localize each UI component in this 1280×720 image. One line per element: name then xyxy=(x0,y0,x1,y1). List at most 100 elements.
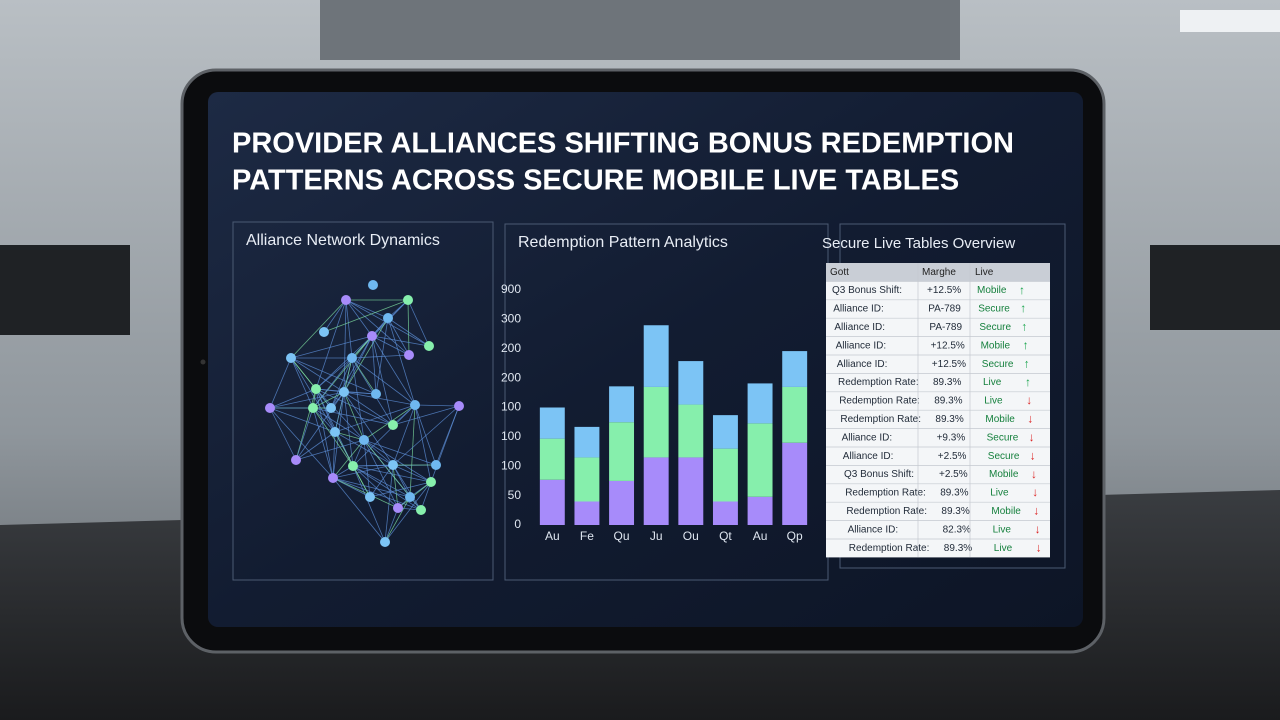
row-status: Mobile xyxy=(985,414,1015,425)
row-trend: ↑ xyxy=(1020,301,1026,315)
bar-segment xyxy=(643,457,669,525)
row-value: 89.3% xyxy=(940,488,968,499)
y-tick-label: 900 xyxy=(501,282,521,296)
ceiling-light xyxy=(1180,10,1280,32)
network-edge xyxy=(351,354,410,359)
bar-segment xyxy=(609,422,635,481)
bar-segment xyxy=(539,479,565,525)
network-edge xyxy=(332,477,399,509)
network-node xyxy=(367,331,377,341)
x-tick-label: Ou xyxy=(683,529,699,543)
row-status: Mobile xyxy=(989,469,1019,480)
row-trend: ↓ xyxy=(1032,485,1038,499)
network-edge xyxy=(363,439,437,466)
network-edge xyxy=(363,439,394,466)
network-edge xyxy=(392,404,416,466)
page-title: PROVIDER ALLIANCES SHIFTING BONUS REDEMP… xyxy=(232,128,1014,160)
network-node xyxy=(388,420,398,430)
row-label: Alliance ID: xyxy=(843,451,894,462)
network-edge xyxy=(351,357,416,406)
row-status: Live xyxy=(994,543,1013,554)
network-edge xyxy=(384,496,411,543)
row-value: +12.5% xyxy=(931,340,965,351)
row-label: Alliance ID: xyxy=(848,524,899,535)
network-node xyxy=(359,435,369,445)
network-edge xyxy=(409,404,416,498)
network-edge xyxy=(269,407,336,433)
table: Gott Marghe Live Q3 Bonus Shift: +12.5% Mobil… xyxy=(826,263,1050,558)
network-edge xyxy=(392,464,399,509)
network-node xyxy=(410,400,420,410)
network-edge xyxy=(369,464,394,498)
network-edge xyxy=(290,299,347,359)
y-tick-label: 100 xyxy=(501,400,521,414)
network-edge xyxy=(345,299,389,319)
network-node xyxy=(341,295,351,305)
network-edge xyxy=(269,388,317,409)
table-header: Live xyxy=(975,267,994,278)
network-node xyxy=(368,280,378,290)
network-edge xyxy=(290,335,373,359)
y-tick-label: 0 xyxy=(514,517,521,531)
y-tick-label: 300 xyxy=(501,312,521,326)
network-edge xyxy=(334,404,416,433)
network-node xyxy=(326,403,336,413)
panel-title: Secure Live Tables Overview xyxy=(822,235,1015,252)
row-label: Redemption Rate: xyxy=(838,377,919,388)
network-edge xyxy=(269,391,345,409)
bar-segment xyxy=(574,426,600,458)
network-node xyxy=(308,403,318,413)
network-edge xyxy=(295,407,314,461)
network-node xyxy=(403,295,413,305)
camera xyxy=(200,359,206,365)
network-node xyxy=(426,477,436,487)
y-tick-label: 100 xyxy=(501,429,521,443)
network-node xyxy=(416,505,426,515)
row-status: Mobile xyxy=(977,285,1007,296)
network-node xyxy=(393,503,403,513)
network-edge xyxy=(371,335,410,356)
bar-segment xyxy=(782,351,808,387)
x-tick-label: Au xyxy=(753,529,768,543)
row-label: Alliance ID: xyxy=(837,359,888,370)
network-edge xyxy=(407,299,410,356)
network-edge xyxy=(392,405,460,466)
row-value: 89.3% xyxy=(934,396,962,407)
network-edge xyxy=(290,357,336,433)
network-node xyxy=(328,473,338,483)
network-edge xyxy=(332,464,394,479)
bar-segment xyxy=(574,501,600,525)
network-edge xyxy=(375,317,389,395)
row-status: Mobile xyxy=(991,506,1021,517)
row-value: 89.3% xyxy=(944,543,972,554)
row-trend: ↓ xyxy=(1033,504,1039,518)
network-edge xyxy=(315,388,365,441)
row-trend: ↓ xyxy=(1027,412,1033,426)
background-window xyxy=(320,0,960,60)
network-edge xyxy=(332,477,386,543)
table-header: Gott xyxy=(830,267,849,278)
row-label: Redemption Rate: xyxy=(840,414,921,425)
network-node xyxy=(431,460,441,470)
table-header-bg xyxy=(826,263,1050,282)
row-trend: ↓ xyxy=(1035,522,1041,536)
bar-segment xyxy=(609,480,635,525)
row-value: PA-789 xyxy=(928,304,961,315)
row-label: Q3 Bonus Shift: xyxy=(832,285,902,296)
network-node xyxy=(424,341,434,351)
network-edge xyxy=(269,357,292,409)
network-edge xyxy=(387,317,416,406)
network-edge xyxy=(323,299,347,333)
row-label: Alliance ID: xyxy=(834,322,885,333)
x-tick-label: Qt xyxy=(719,529,732,543)
row-status: Live xyxy=(993,524,1012,535)
network-edge xyxy=(312,407,336,433)
bar-segment xyxy=(539,407,565,439)
bar-segment xyxy=(747,423,773,497)
row-label: Alliance ID: xyxy=(842,432,893,443)
row-status: Secure xyxy=(987,432,1019,443)
network-edge xyxy=(332,477,422,511)
row-label: Redemption Rate: xyxy=(839,396,920,407)
row-trend: ↓ xyxy=(1026,393,1032,407)
